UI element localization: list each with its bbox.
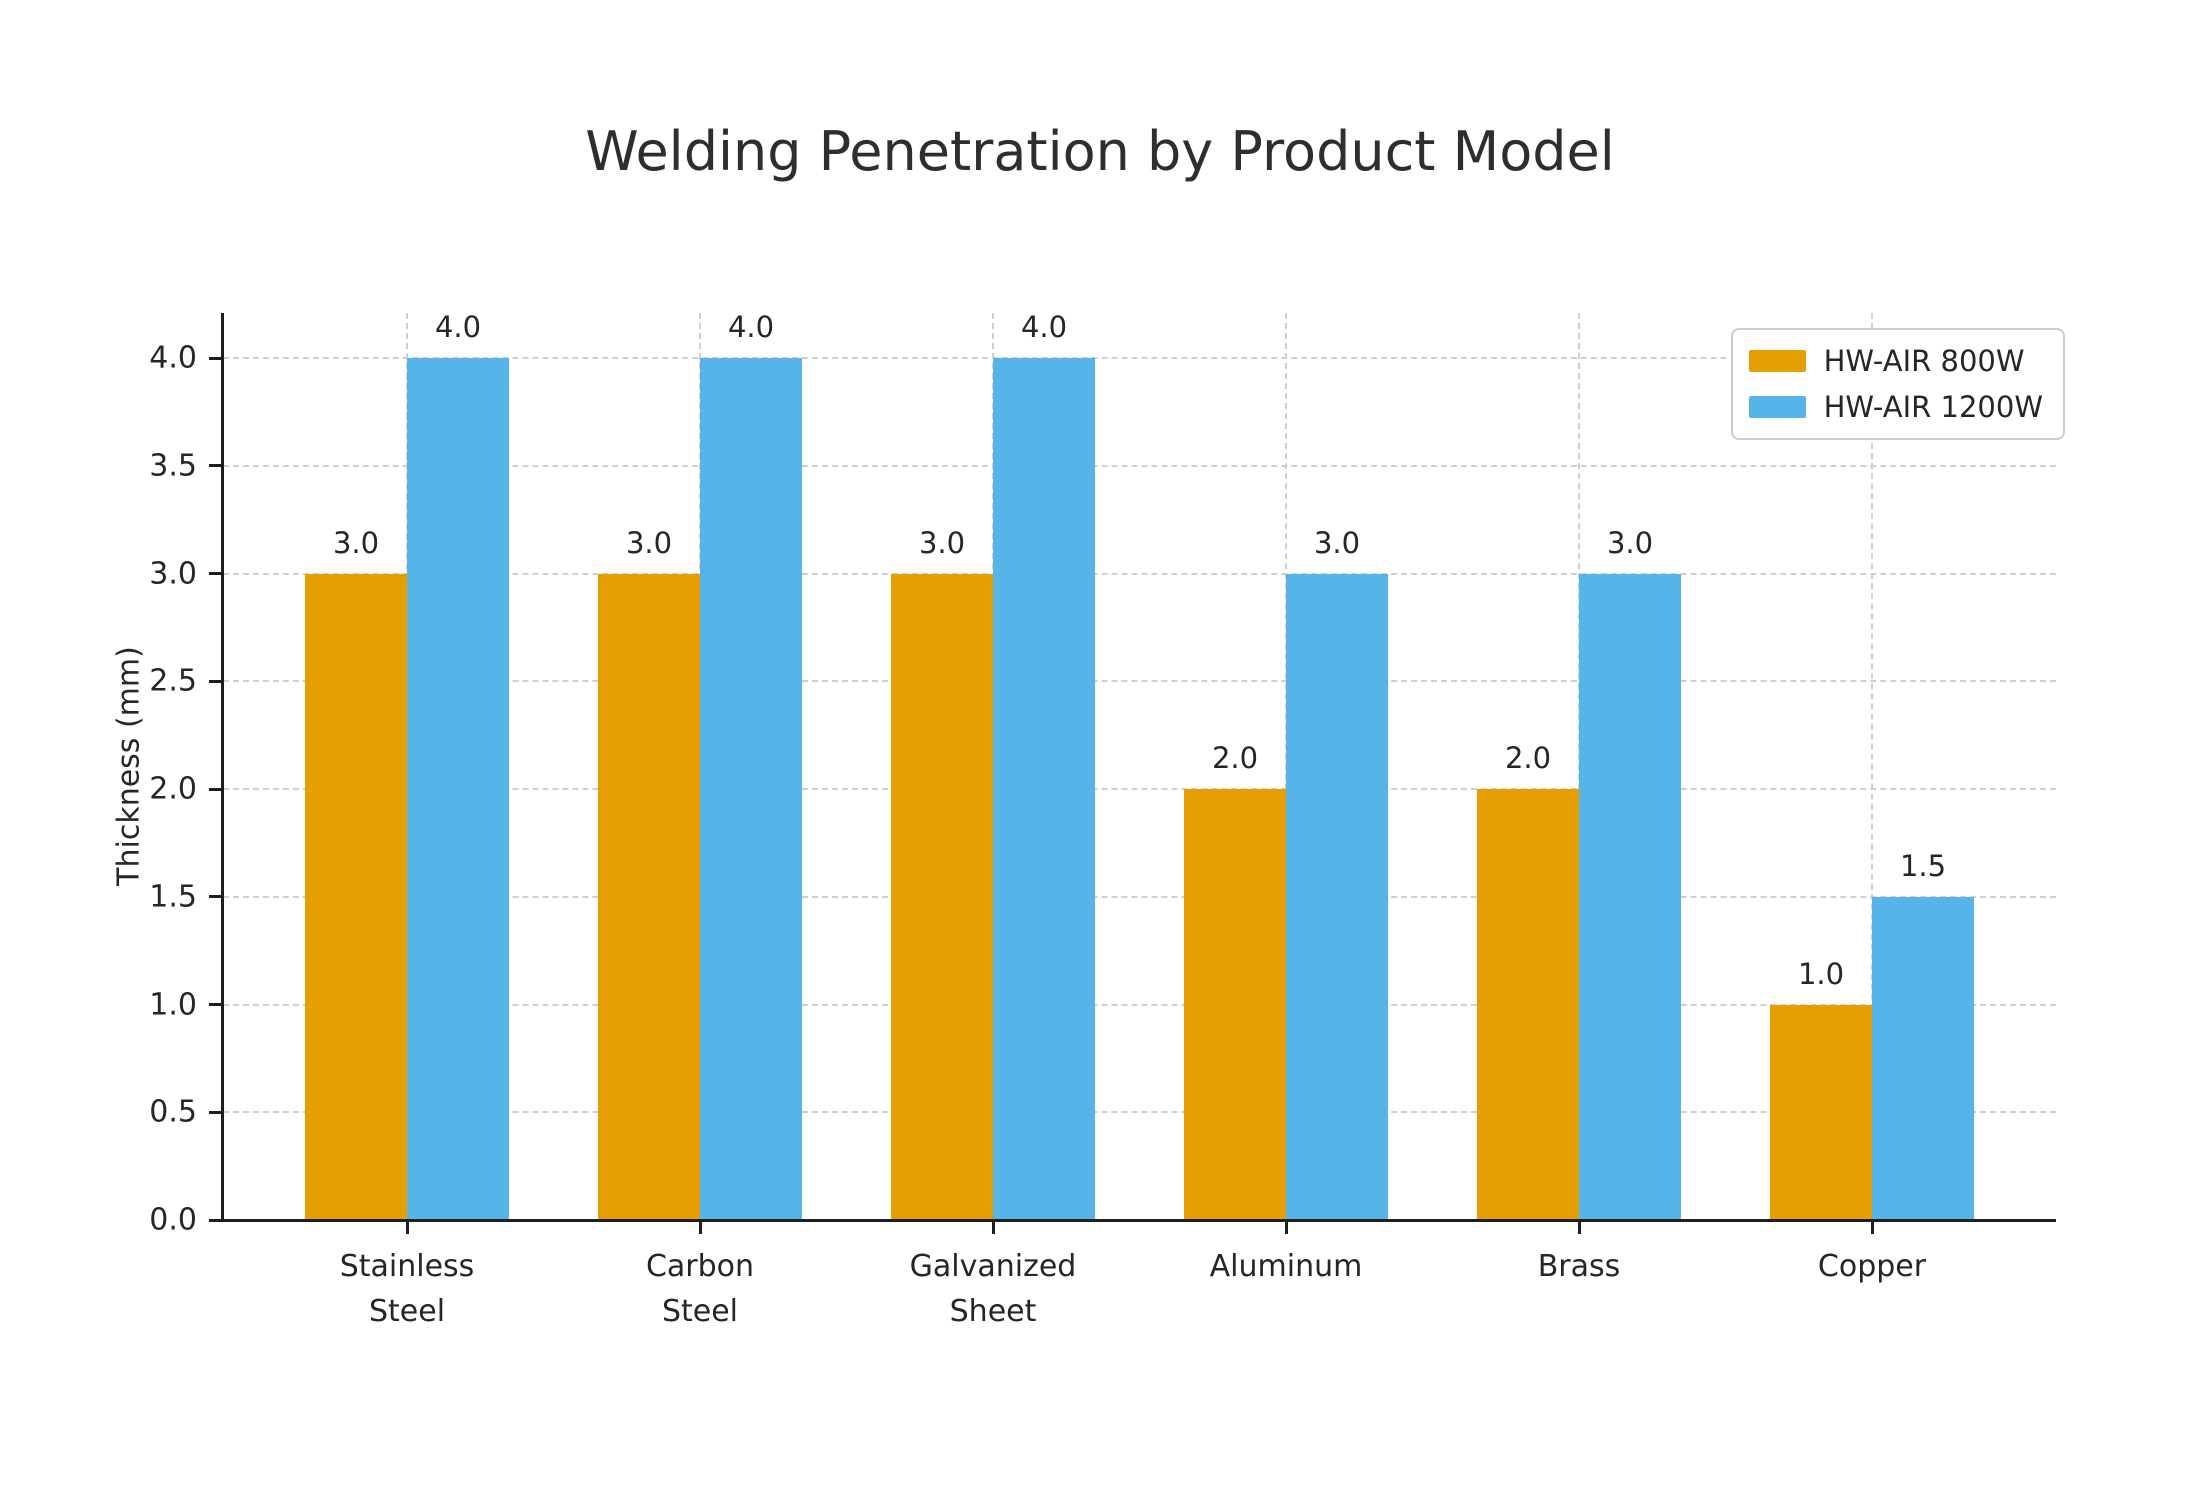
legend-label: HW-AIR 800W [1823, 344, 2025, 378]
gridline-horizontal [223, 680, 2056, 683]
bar [1477, 789, 1579, 1220]
x-axis-category-label: Brass [1537, 1249, 1621, 1284]
bar [1579, 573, 1681, 1220]
bar [993, 358, 1095, 1220]
gridline-horizontal [223, 1003, 2056, 1006]
x-axis-tick [1577, 1220, 1581, 1234]
x-axis-tick [991, 1220, 995, 1234]
gridline-horizontal [223, 572, 2056, 575]
bar [1286, 573, 1388, 1220]
bar-value-label: 4.0 [727, 310, 775, 345]
bar-value-label: 3.0 [1606, 525, 1654, 560]
gridline-horizontal [223, 895, 2056, 898]
chart-title: Welding Penetration by Product Model [585, 120, 1615, 183]
bar [1184, 789, 1286, 1220]
y-axis-tick [209, 1218, 223, 1222]
gridline-vertical [1871, 313, 1873, 1220]
y-axis-tick [209, 895, 223, 899]
gridline-horizontal [223, 788, 2056, 791]
y-axis-tick-label: 4.0 [149, 340, 197, 376]
bar-value-label: 3.0 [332, 525, 380, 560]
bar [1872, 896, 1974, 1220]
bar-value-label: 3.0 [918, 525, 966, 560]
legend-item: HW-AIR 800W [1748, 344, 2043, 378]
x-axis-category-label: Copper [1817, 1249, 1927, 1284]
y-axis-tick-label: 0.5 [149, 1094, 197, 1130]
bar-value-label: 3.0 [1313, 525, 1361, 560]
y-axis-tick-label: 1.5 [149, 879, 197, 915]
legend-item: HW-AIR 1200W [1748, 390, 2043, 424]
y-axis-tick [209, 679, 223, 683]
y-axis-tick [209, 787, 223, 791]
legend-label: HW-AIR 1200W [1823, 390, 2043, 424]
bar-value-label: 2.0 [1504, 741, 1552, 776]
y-axis-tick [209, 464, 223, 468]
y-axis-tick [209, 356, 223, 360]
y-axis-tick-label: 2.0 [149, 771, 197, 807]
y-axis-tick-label: 3.0 [149, 556, 197, 592]
bar-value-label: 1.5 [1899, 848, 1947, 883]
y-axis-tick [209, 1110, 223, 1114]
bar-value-label: 3.0 [625, 525, 673, 560]
y-axis-spine [221, 313, 224, 1220]
bar [1770, 1004, 1872, 1220]
x-axis-spine [221, 1219, 2056, 1222]
y-axis-tick-label: 1.0 [149, 987, 197, 1023]
y-axis-label: Thickness (mm) [111, 646, 147, 886]
gridline-horizontal [223, 464, 2056, 467]
bar-value-label: 4.0 [1020, 310, 1068, 345]
legend-swatch [1748, 350, 1806, 372]
x-axis-category-label: Galvanized Sheet [909, 1249, 1077, 1329]
bar-value-label: 4.0 [434, 310, 482, 345]
y-axis-tick [209, 572, 223, 576]
y-axis-tick-label: 0.0 [149, 1202, 197, 1238]
legend-swatch [1748, 396, 1806, 418]
y-axis-tick-label: 2.5 [149, 663, 197, 699]
y-axis-tick [209, 1003, 223, 1007]
x-axis-tick [698, 1220, 702, 1234]
gridline-horizontal [223, 1111, 2056, 1114]
x-axis-tick [1284, 1220, 1288, 1234]
legend: HW-AIR 800W HW-AIR 1200W [1730, 328, 2065, 440]
gridline-horizontal [223, 357, 2056, 360]
x-axis-category-label: Aluminum [1209, 1249, 1363, 1284]
x-axis-tick [405, 1220, 409, 1234]
bar [598, 573, 700, 1220]
x-axis-tick [1870, 1220, 1874, 1234]
bar [700, 358, 802, 1220]
x-axis-category-label: Stainless Steel [339, 1249, 475, 1329]
bar-value-label: 2.0 [1211, 741, 1259, 776]
bar-value-label: 1.0 [1797, 956, 1845, 991]
bar [305, 573, 407, 1220]
y-axis-tick-label: 3.5 [149, 448, 197, 484]
bar [407, 358, 509, 1220]
x-axis-category-label: Carbon Steel [645, 1249, 755, 1329]
plot-area: 3.0 3.0 3.0 2.0 2.0 1.0 4.0 4.0 4.0 3.0 3.0 1.5 0.0 0… [149, 310, 2056, 1329]
bar [891, 573, 993, 1220]
